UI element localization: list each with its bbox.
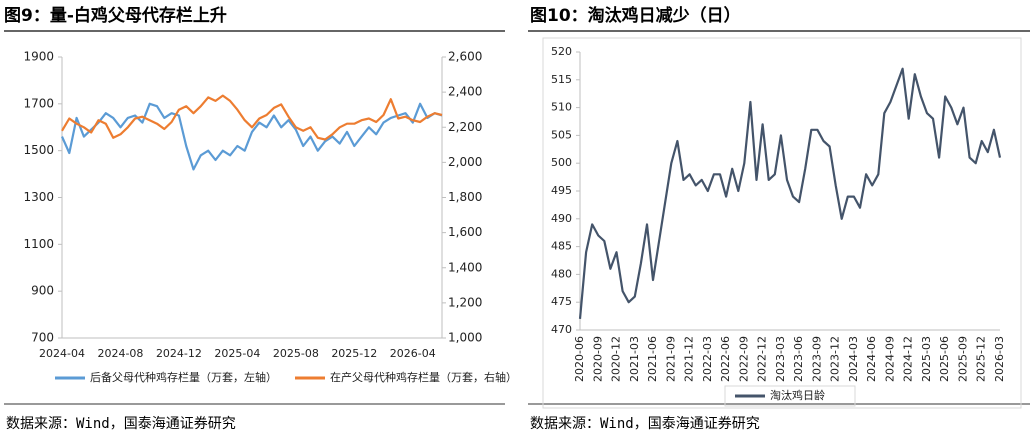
y2-tick-label: 1,800	[448, 190, 482, 204]
x-tick-label: 2024-03	[847, 336, 860, 382]
x-tick-label: 2023-12	[829, 336, 842, 382]
x-tick-label: 2022-12	[756, 336, 769, 382]
y-tick-label: 495	[551, 184, 572, 197]
y-tick-label: 1100	[23, 237, 54, 251]
y2-tick-label: 2,200	[448, 120, 482, 134]
y-tick-label: 900	[31, 284, 54, 298]
y2-tick-label: 2,600	[448, 50, 482, 64]
x-tick-label: 2020-12	[610, 336, 623, 382]
y2-tick-label: 1,600	[448, 225, 482, 239]
x-tick-label: 2025-03	[920, 336, 933, 382]
y-tick-label: 515	[551, 73, 572, 86]
x-tick-label: 2026-04	[390, 347, 436, 360]
y2-tick-label: 2,400	[448, 85, 482, 99]
source-note: 数据来源：Wind，国泰海通证券研究	[6, 416, 236, 432]
y-tick-label: 1700	[23, 96, 54, 110]
y-tick-label: 1900	[23, 50, 54, 64]
y2-tick-label: 1,000	[448, 331, 482, 345]
x-tick-label: 2021-12	[683, 336, 696, 382]
y-tick-label: 520	[551, 45, 572, 58]
x-tick-label: 2025-09	[956, 336, 969, 382]
x-tick-label: 2022-09	[737, 336, 750, 382]
legend-label: 后备父母代种鸡存栏量（万套，左轴）	[90, 370, 277, 384]
y-tick-label: 490	[551, 212, 572, 225]
x-tick-label: 2024-12	[902, 336, 915, 382]
x-tick-label: 2024-12	[156, 347, 202, 360]
y2-tick-label: 2,000	[448, 155, 482, 169]
y-tick-label: 485	[551, 240, 572, 253]
x-tick-label: 2024-08	[97, 347, 143, 360]
series-line	[61, 94, 443, 141]
x-tick-label: 2025-08	[273, 347, 319, 360]
y-tick-label: 480	[551, 267, 572, 280]
x-tick-label: 2023-09	[810, 336, 823, 382]
y2-tick-label: 1,400	[448, 260, 482, 274]
series-line	[60, 102, 443, 171]
y-tick-label: 510	[551, 101, 572, 114]
x-tick-label: 2024-06	[865, 336, 878, 382]
x-tick-label: 2025-06	[938, 336, 951, 382]
y-tick-label: 700	[31, 331, 54, 345]
legend-label: 在产父母代种鸡存栏量（万套，右轴）	[330, 370, 517, 384]
y-tick-label: 500	[551, 156, 572, 169]
legend-box	[724, 385, 856, 407]
chart-frame	[542, 37, 1022, 409]
x-tick-label: 2021-09	[664, 336, 677, 382]
y2-tick-label: 1,200	[448, 295, 482, 309]
legend-label: 淘汰鸡日龄	[770, 388, 825, 402]
x-tick-label: 2020-06	[573, 336, 586, 382]
x-tick-label: 2023-03	[774, 336, 787, 382]
y-tick-label: 470	[551, 323, 572, 336]
chart-title: 图10：淘汰鸡日减少（日）	[530, 5, 741, 26]
x-tick-label: 2026-03	[993, 336, 1006, 382]
x-tick-label: 2024-04	[39, 347, 85, 360]
x-tick-label: 2025-04	[214, 347, 260, 360]
x-tick-label: 2024-09	[883, 336, 896, 382]
x-tick-label: 2021-03	[628, 336, 641, 382]
x-tick-label: 2021-06	[646, 336, 659, 382]
chart-title: 图9：量-白鸡父母代存栏上升	[4, 5, 227, 26]
x-tick-label: 2025-12	[975, 336, 988, 382]
x-tick-label: 2025-12	[331, 347, 377, 360]
x-tick-label: 2022-03	[701, 336, 714, 382]
x-tick-label: 2022-06	[719, 336, 732, 382]
y-tick-label: 475	[551, 295, 572, 308]
series-line	[578, 67, 1002, 320]
y-tick-label: 505	[551, 128, 572, 141]
x-tick-label: 2023-06	[792, 336, 805, 382]
x-tick-label: 2020-09	[591, 336, 604, 382]
y-tick-label: 1500	[23, 143, 54, 157]
y-tick-label: 1300	[23, 190, 54, 204]
source-note: 数据来源：Wind，国泰海通证券研究	[530, 416, 760, 432]
